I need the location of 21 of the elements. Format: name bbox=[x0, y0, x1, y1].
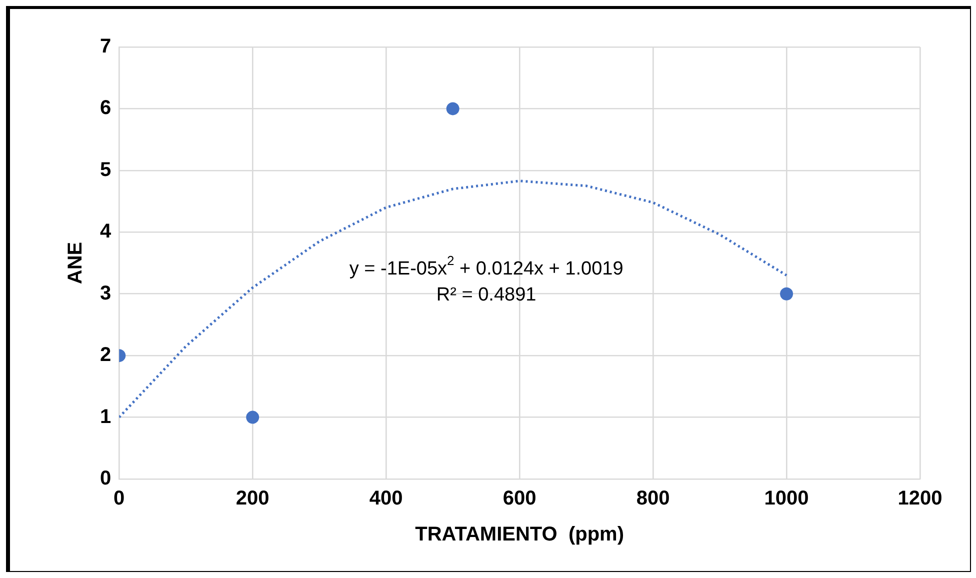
x-tick-label: 800 bbox=[636, 488, 670, 510]
point bbox=[780, 287, 794, 300]
x-tick-label: 200 bbox=[236, 488, 270, 510]
x-tick-label: 400 bbox=[369, 488, 403, 510]
x-tick-label: 1200 bbox=[898, 488, 942, 510]
y-tick-label: 6 bbox=[100, 97, 112, 120]
y-tick-label: 0 bbox=[100, 468, 112, 490]
x-axis-title: TRATAMIENTO (ppm) bbox=[415, 524, 624, 546]
point bbox=[246, 410, 260, 424]
y-tick-label: 4 bbox=[100, 220, 112, 243]
y-tick-label: 7 bbox=[100, 36, 112, 58]
x-tick-label: 1000 bbox=[764, 488, 809, 510]
y-tick-label: 3 bbox=[100, 282, 112, 304]
y-axis-title: ANE bbox=[64, 242, 87, 284]
x-tick-label: 600 bbox=[502, 488, 536, 510]
y-tick-label: 1 bbox=[100, 406, 112, 428]
y-tick-label: 2 bbox=[100, 344, 112, 366]
point bbox=[446, 102, 460, 116]
annotation: R² = 0.4891 bbox=[436, 284, 536, 306]
y-tick-label: 5 bbox=[100, 158, 112, 181]
line-series bbox=[119, 180, 788, 419]
